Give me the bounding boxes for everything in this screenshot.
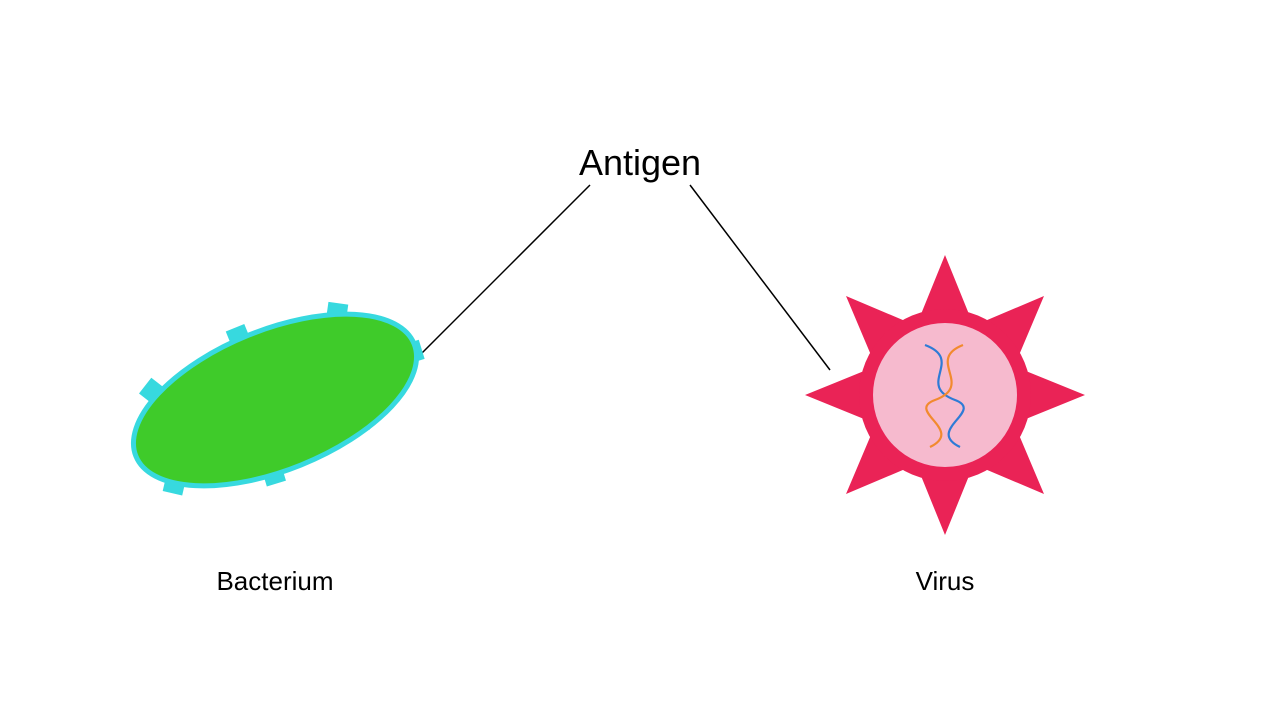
antigen-title: Antigen	[579, 142, 701, 183]
callout-line	[690, 185, 830, 370]
callout-lines	[395, 185, 830, 380]
bacterium-body	[110, 279, 441, 521]
virus-label: Virus	[916, 566, 975, 596]
bacterium-label: Bacterium	[216, 566, 333, 596]
callout-line	[395, 185, 590, 380]
antigen-diagram: Antigen Bacterium Virus	[0, 0, 1280, 720]
bacterium-graphic	[105, 266, 449, 530]
virus-graphic	[805, 255, 1085, 535]
